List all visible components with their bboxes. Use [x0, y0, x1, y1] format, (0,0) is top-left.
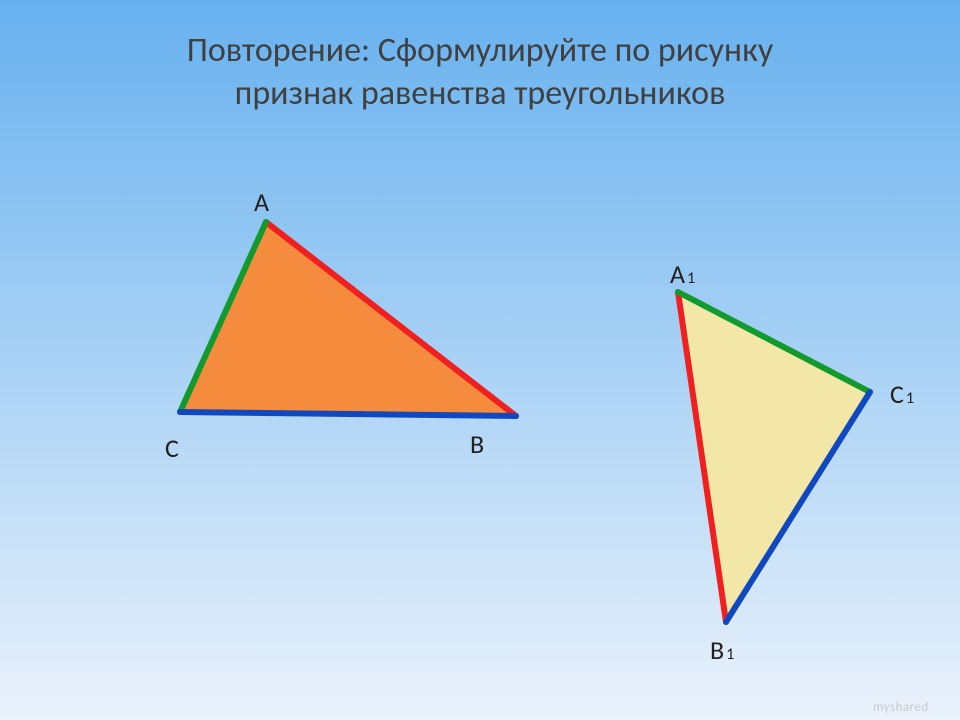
vertex-label-b: B — [470, 428, 484, 460]
vertex-label-a: A — [254, 186, 269, 218]
triangle-1-fill — [180, 222, 516, 416]
slide: Повторение: Сформулируйте по рисунку при… — [0, 0, 960, 720]
watermark: myshared — [873, 700, 929, 715]
triangle-1-edge-cb — [180, 412, 516, 416]
vertex-label-a1: A1 — [670, 258, 695, 290]
vertex-label-c: C — [165, 432, 179, 464]
vertex-label-b1: B1 — [710, 634, 734, 666]
vertex-label-c1: C1 — [890, 378, 914, 410]
diagram-svg — [0, 0, 960, 720]
